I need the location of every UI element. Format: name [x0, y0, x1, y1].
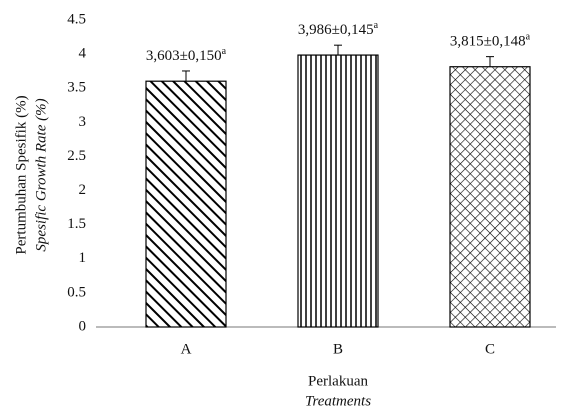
- significance-letter: a: [222, 46, 227, 57]
- x-tick-label: C: [485, 341, 495, 357]
- y-tick-label: 2: [79, 182, 87, 198]
- y-tick-label: 3: [79, 114, 87, 130]
- y-axis-label-en: Spesific Growth Rate (%): [33, 98, 49, 251]
- x-tick-label: A: [181, 341, 192, 357]
- y-tick-label: 0.5: [67, 284, 86, 300]
- y-tick-label: 1: [79, 250, 87, 266]
- bar: [146, 81, 226, 327]
- bar: [298, 55, 378, 327]
- y-tick-label: 4.5: [67, 11, 86, 27]
- y-tick-label: 2.5: [67, 148, 86, 164]
- x-axis-label-en: Treatments: [305, 393, 371, 409]
- x-tick-label: B: [333, 341, 343, 357]
- value-label-text: 3,603±0,150: [146, 48, 222, 64]
- significance-letter: a: [374, 20, 379, 31]
- y-tick-label: 4: [79, 46, 87, 62]
- y-axis-label: Pertumbuhan Spesifik (%): [13, 95, 29, 254]
- x-axis-label: Perlakuan: [308, 373, 368, 389]
- value-label-text: 3,986±0,145: [298, 23, 374, 39]
- y-tick-label: 1.5: [67, 216, 86, 232]
- value-label: 3,986±0,145a: [298, 20, 379, 38]
- value-label-text: 3,815±0,148: [450, 34, 526, 50]
- value-label: 3,815±0,148a: [450, 32, 531, 50]
- chart: Pertumbuhan Spesifik (%) Spesific Growth…: [0, 0, 562, 416]
- value-label: 3,603±0,150a: [146, 46, 227, 64]
- significance-letter: a: [526, 32, 531, 43]
- y-tick-label: 0: [79, 318, 87, 334]
- y-tick-label: 3.5: [67, 80, 86, 96]
- bar: [450, 67, 530, 327]
